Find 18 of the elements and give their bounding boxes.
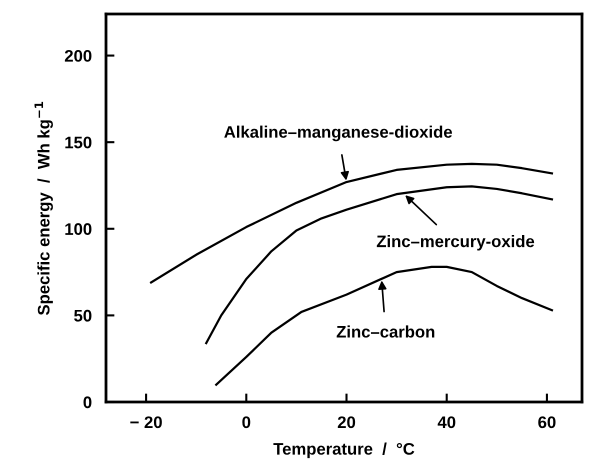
- line-series: [205, 185, 554, 344]
- x-tick-label: 20: [338, 416, 356, 428]
- x-tick-label: 40: [438, 416, 456, 428]
- y-tick-label: 0: [84, 396, 92, 408]
- x-axis-title: Temperature / °C: [273, 442, 414, 458]
- x-tick-label: 60: [538, 416, 556, 428]
- y-tick-label: 200: [64, 50, 92, 62]
- annotation: Alkaline–manganese-dioxide: [224, 126, 452, 142]
- x-tick-label: − 20: [130, 416, 162, 428]
- annotation: Zinc–mercury-oxide: [376, 234, 534, 251]
- y-tick-label: 100: [65, 223, 92, 235]
- x-tick-label: 0: [242, 416, 250, 428]
- line-series: [150, 162, 554, 284]
- y-tick-label: 50: [74, 310, 92, 322]
- line-series: [215, 266, 554, 386]
- annotation: Zinc–carbon: [336, 325, 434, 338]
- y-axis-title: Specific energy / Wh kg$^{−1}$: [34, 102, 53, 316]
- y-tick-label: 150: [65, 136, 92, 148]
